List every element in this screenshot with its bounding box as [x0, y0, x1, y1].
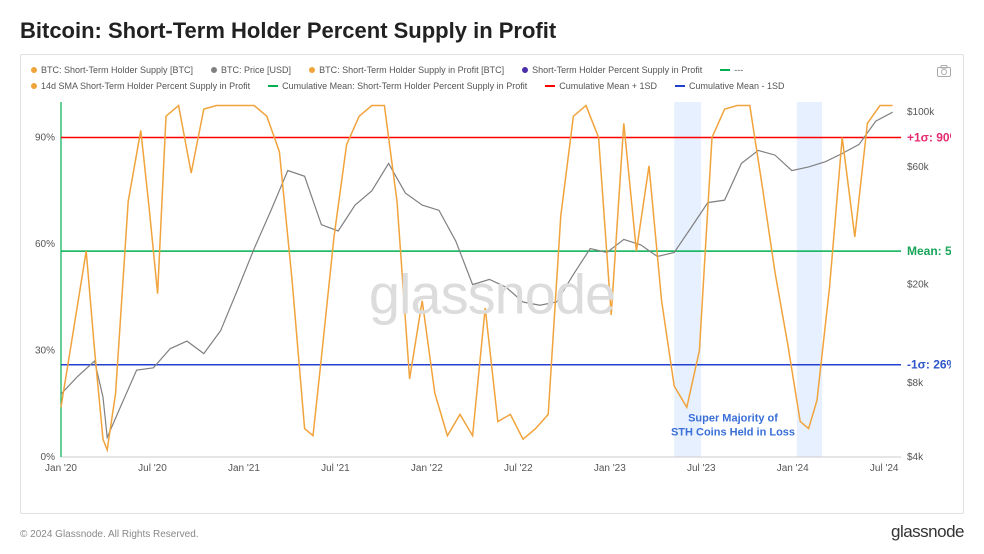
svg-text:STH Coins Held in Loss: STH Coins Held in Loss: [671, 427, 795, 439]
legend-label: Cumulative Mean + 1SD: [559, 79, 657, 93]
page-title: Bitcoin: Short-Term Holder Percent Suppl…: [20, 18, 964, 44]
legend-item: BTC: Short-Term Holder Supply [BTC]: [31, 63, 193, 77]
svg-text:$60k: $60k: [907, 162, 930, 173]
legend-label: Cumulative Mean: Short-Term Holder Perce…: [282, 79, 527, 93]
legend-item: 14d SMA Short-Term Holder Percent Supply…: [31, 79, 250, 93]
legend-item: Short-Term Holder Percent Supply in Prof…: [522, 63, 702, 77]
svg-text:Jan '23: Jan '23: [594, 463, 626, 474]
svg-text:Jul '23: Jul '23: [687, 463, 716, 474]
svg-text:Jul '21: Jul '21: [321, 463, 350, 474]
svg-text:90%: 90%: [35, 133, 55, 144]
footer: © 2024 Glassnode. All Rights Reserved. g…: [20, 522, 964, 542]
legend-item: ---: [720, 63, 743, 77]
legend-swatch: [675, 85, 685, 87]
legend-swatch: [211, 67, 217, 73]
svg-text:Jul '22: Jul '22: [504, 463, 533, 474]
svg-text:30%: 30%: [35, 346, 55, 357]
chart-plot: glassnode +1σ: 90%Mean: 58%-1σ: 26%0%30%…: [31, 97, 953, 507]
svg-text:-1σ: 26%: -1σ: 26%: [907, 358, 951, 372]
legend-label: 14d SMA Short-Term Holder Percent Supply…: [41, 79, 250, 93]
svg-text:Super Majority of: Super Majority of: [688, 413, 778, 425]
legend-label: Short-Term Holder Percent Supply in Prof…: [532, 63, 702, 77]
svg-text:Jan '20: Jan '20: [45, 463, 77, 474]
svg-text:Jul '20: Jul '20: [138, 463, 167, 474]
svg-text:Jan '24: Jan '24: [777, 463, 809, 474]
legend-swatch: [545, 85, 555, 87]
svg-text:60%: 60%: [35, 239, 55, 250]
svg-text:Jul '24: Jul '24: [870, 463, 899, 474]
legend-item: Cumulative Mean: Short-Term Holder Perce…: [268, 79, 527, 93]
svg-text:$4k: $4k: [907, 452, 924, 463]
svg-text:Jan '22: Jan '22: [411, 463, 443, 474]
legend-label: BTC: Short-Term Holder Supply [BTC]: [41, 63, 193, 77]
svg-text:Mean: 58%: Mean: 58%: [907, 244, 951, 258]
legend-swatch: [31, 83, 37, 89]
svg-text:$100k: $100k: [907, 107, 935, 118]
svg-text:$20k: $20k: [907, 280, 930, 291]
svg-text:+1σ: 90%: +1σ: 90%: [907, 131, 951, 145]
legend-label: BTC: Price [USD]: [221, 63, 291, 77]
legend-label: ---: [734, 63, 743, 77]
legend-swatch: [522, 67, 528, 73]
svg-text:0%: 0%: [41, 452, 56, 463]
legend-item: Cumulative Mean + 1SD: [545, 79, 657, 93]
legend-label: BTC: Short-Term Holder Supply in Profit …: [319, 63, 504, 77]
svg-text:$8k: $8k: [907, 378, 924, 389]
legend-label: Cumulative Mean - 1SD: [689, 79, 785, 93]
legend-item: Cumulative Mean - 1SD: [675, 79, 785, 93]
legend-swatch: [309, 67, 315, 73]
brand-logo: glassnode: [891, 522, 964, 542]
legend-swatch: [31, 67, 37, 73]
chart-container: BTC: Short-Term Holder Supply [BTC] BTC: …: [20, 54, 964, 514]
legend-item: BTC: Short-Term Holder Supply in Profit …: [309, 63, 504, 77]
legend-item: BTC: Price [USD]: [211, 63, 291, 77]
legend-swatch: [268, 85, 278, 87]
copyright: © 2024 Glassnode. All Rights Reserved.: [20, 529, 199, 540]
svg-text:Jan '21: Jan '21: [228, 463, 260, 474]
screenshot-icon[interactable]: [937, 65, 951, 77]
legend-swatch: [720, 69, 730, 71]
legend: BTC: Short-Term Holder Supply [BTC] BTC: …: [31, 63, 953, 93]
